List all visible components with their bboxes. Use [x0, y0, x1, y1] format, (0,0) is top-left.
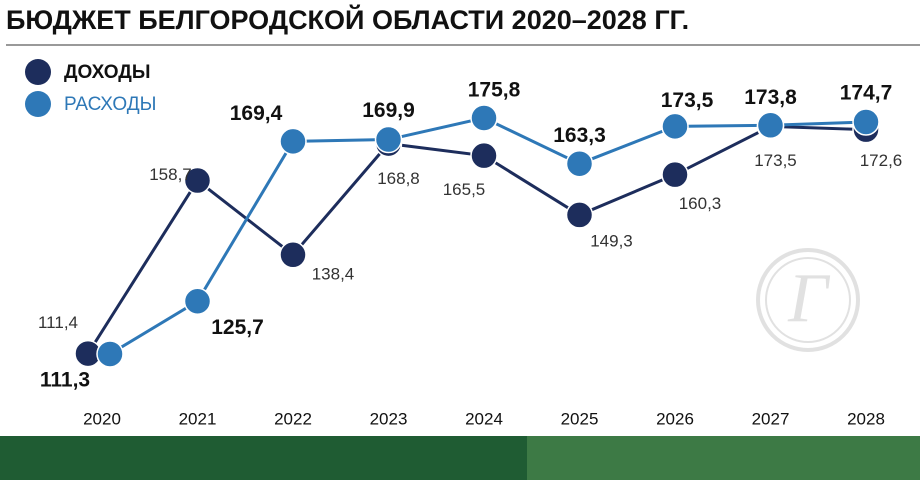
x-tick-label: 2024	[465, 409, 503, 428]
point	[565, 201, 594, 229]
watermark: Г	[756, 248, 860, 352]
chart-title: БЮДЖЕТ БЕЛГОРОДСКОЙ ОБЛАСТИ 2020–2028 ГГ…	[6, 4, 689, 35]
point	[852, 108, 880, 136]
value-label: 173,5	[661, 89, 714, 112]
value-label: 158,7	[149, 165, 192, 184]
legend-marker	[25, 91, 51, 117]
point	[374, 125, 403, 154]
legend-label: РАСХОДЫ	[64, 94, 156, 115]
legend-label: ДОХОДЫ	[64, 62, 150, 83]
value-label: 174,7	[840, 82, 893, 105]
point	[756, 111, 785, 140]
value-label: 173,5	[754, 151, 797, 170]
svg-text:Г: Г	[787, 260, 831, 337]
value-label: 173,8	[744, 86, 797, 109]
point	[470, 141, 498, 170]
legend-marker	[25, 59, 51, 85]
x-tick-label: 2020	[83, 409, 121, 428]
point	[96, 340, 124, 368]
value-label: 160,3	[679, 194, 722, 213]
point	[565, 149, 594, 178]
point	[279, 241, 307, 269]
point	[279, 127, 307, 156]
x-tick-label: 2025	[561, 409, 599, 428]
point	[661, 112, 689, 141]
point	[661, 160, 689, 189]
value-label: 169,4	[230, 102, 283, 125]
x-tick-label: 2021	[179, 409, 217, 428]
value-label: 163,3	[553, 124, 606, 147]
point	[183, 287, 212, 316]
x-tick-label: 2026	[656, 409, 694, 428]
x-tick-label: 2027	[752, 409, 790, 428]
x-tick-label: 2022	[274, 409, 312, 428]
value-label: 165,5	[443, 180, 486, 199]
x-tick-label: 2028	[847, 409, 885, 428]
value-label: 138,4	[312, 264, 355, 283]
value-label: 111,3	[40, 369, 90, 392]
point	[470, 104, 498, 132]
point	[183, 166, 212, 195]
x-tick-label: 2023	[370, 409, 408, 428]
value-label: 125,7	[211, 316, 264, 339]
value-label: 169,9	[362, 99, 415, 122]
value-label: 111,4	[38, 313, 78, 332]
value-label: 168,8	[377, 169, 420, 188]
value-label: 175,8	[468, 79, 521, 102]
period-fact	[0, 436, 527, 480]
value-label: 172,6	[860, 151, 903, 170]
period-plan	[527, 436, 920, 480]
value-label: 149,3	[590, 231, 633, 250]
